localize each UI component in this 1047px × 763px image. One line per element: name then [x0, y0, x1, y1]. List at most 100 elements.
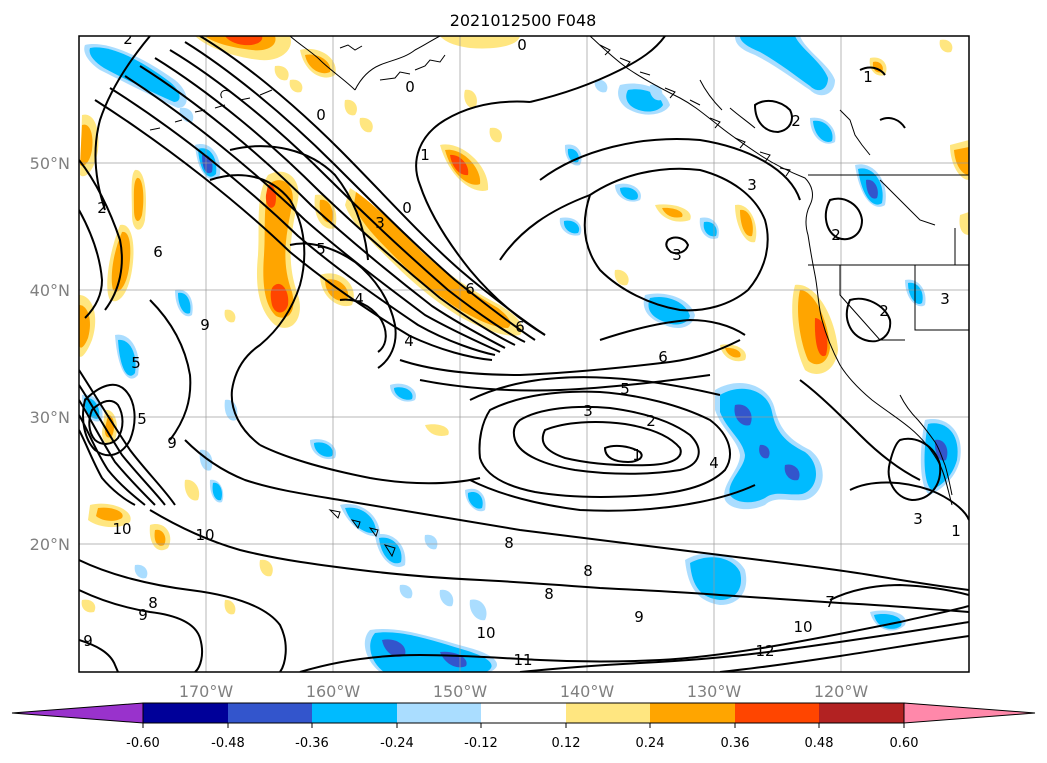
contour-label-text: 3 — [375, 214, 385, 232]
contour-label: 3 — [747, 176, 757, 194]
contour-label-text: 10 — [112, 520, 131, 538]
contour-label-text: 10 — [195, 526, 214, 544]
small-yellow-14 — [959, 212, 969, 235]
colorbar-seg-1 — [143, 703, 228, 723]
se-light-5 — [469, 599, 487, 621]
contour-label-text: 8 — [544, 585, 554, 603]
contour-label: 3 — [940, 290, 950, 308]
contour-label-text: 3 — [940, 290, 950, 308]
colorbar-seg-3 — [312, 703, 397, 723]
east-orange-1 — [725, 347, 741, 358]
contour-label: 12 — [755, 642, 774, 660]
sw-orange-2 — [154, 529, 166, 546]
contour-label-text: 1 — [420, 146, 430, 164]
contour-label: 0 — [405, 78, 415, 96]
contour-label-text: 2 — [97, 199, 107, 217]
small-yellow-11 — [289, 79, 303, 93]
west-band-red — [270, 283, 289, 313]
small-yellow-5 — [184, 479, 200, 501]
colorbar-extend-low — [11, 702, 144, 724]
contour-label-text: 5 — [316, 240, 326, 258]
contour-label: 8 — [544, 585, 554, 603]
contour-label-text: 0 — [405, 78, 415, 96]
se-light-3 — [594, 79, 608, 93]
west-cyan-6 — [212, 482, 223, 501]
west-band-orange — [263, 180, 294, 318]
contour-label-text: 3 — [672, 246, 682, 264]
mid-cyan-9 — [345, 507, 376, 533]
se-light-4 — [439, 589, 454, 607]
ne-orange-1 — [954, 147, 969, 175]
contour-label-text: 11 — [513, 651, 532, 669]
contour-label: 2 — [879, 302, 889, 320]
contour-label-text: 2 — [791, 112, 801, 130]
contour-label-text: 10 — [476, 624, 495, 642]
contour-label: 5 — [620, 380, 630, 398]
contour-label-text: 10 — [793, 618, 812, 636]
ne-cyan-2 — [813, 120, 833, 142]
mid-cyan-7 — [314, 442, 333, 457]
colorbar-tick-2: -0.36 — [295, 736, 329, 751]
colorbar-seg-4 — [397, 703, 481, 723]
contour-label: 2 — [97, 199, 107, 217]
lat-label-40n: 40°N — [30, 281, 70, 300]
colorbar-tick-3: -0.24 — [380, 736, 414, 751]
contour-label-text: 4 — [354, 290, 364, 308]
contour-label: 3 — [375, 214, 385, 232]
contour-label: 11 — [513, 651, 532, 669]
contour-label-text: 3 — [747, 176, 757, 194]
contour-label-text: 7 — [825, 593, 835, 611]
contour-label: 0 — [402, 199, 412, 217]
small-yellow-15 — [939, 39, 953, 53]
contour-label: 10 — [793, 618, 812, 636]
contour-label: 2 — [831, 226, 841, 244]
latitude-labels: 50°N 40°N 30°N 20°N — [30, 154, 70, 554]
lat-label-30n: 30°N — [30, 408, 70, 427]
contour-label-text: 9 — [83, 632, 93, 650]
colorbar-tick-1: -0.48 — [211, 736, 245, 751]
west-cyan-1 — [118, 339, 136, 376]
contour-label: 3 — [913, 510, 923, 528]
contour-label: 10 — [476, 624, 495, 642]
contour-label: 1 — [863, 68, 873, 86]
contour-label-text: 1 — [951, 522, 961, 540]
contour-label: 1 — [420, 146, 430, 164]
contour-label-text: 8 — [504, 534, 514, 552]
top-red-1 — [225, 36, 263, 46]
small-yellow-6 — [81, 599, 96, 613]
colorbar-seg-6 — [566, 703, 650, 723]
contour-label-text: 6 — [515, 318, 525, 336]
contour-label-text: 9 — [138, 606, 148, 624]
contour-label: 9 — [200, 316, 210, 334]
contour-label-text: 8 — [583, 562, 593, 580]
small-yellow-10 — [274, 65, 289, 81]
mid-cyan-4 — [703, 221, 717, 237]
contour-label-text: 5 — [137, 410, 147, 428]
contour-label-text: 3 — [913, 510, 923, 528]
contour-label-text: 9 — [167, 434, 177, 452]
contour-label: 0 — [517, 36, 527, 54]
farwest-orange-1 — [80, 124, 93, 166]
contour-label: 2 — [791, 112, 801, 130]
contour-label: 3 — [583, 402, 593, 420]
top-cyan-1 — [740, 36, 828, 91]
longitude-labels: 170°W 160°W 150°W 140°W 130°W 120°W — [179, 682, 869, 701]
small-yellow-1 — [614, 269, 629, 286]
contour-label-text: 5 — [131, 354, 141, 372]
mid-cyan-6 — [394, 387, 413, 400]
small-yellow-3 — [224, 599, 236, 615]
contour-label-text: 2 — [646, 412, 656, 430]
south-cyan-1 — [690, 557, 742, 600]
contour-label: 10 — [112, 520, 131, 538]
mid-cyan-3 — [563, 220, 580, 234]
contour-label: 6 — [153, 243, 163, 261]
small-yellow-12 — [344, 99, 357, 116]
small-yellow-8 — [464, 89, 477, 109]
contour-label-text: 9 — [634, 608, 644, 626]
small-yellow-4 — [425, 424, 449, 436]
contour-label: 4 — [709, 454, 719, 472]
colorbar-tick-6: 0.24 — [636, 736, 665, 751]
contour-label: 8 — [148, 594, 158, 612]
south-blue-2 — [382, 639, 406, 657]
contour-label: 9 — [634, 608, 644, 626]
